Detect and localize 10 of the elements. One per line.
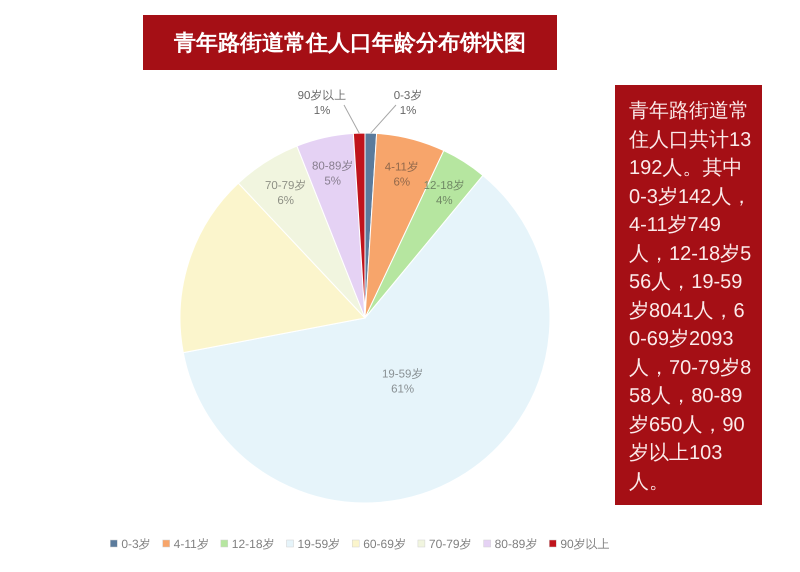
legend-label: 70-79岁 <box>428 537 472 551</box>
legend-label: 60-69岁 <box>363 537 406 551</box>
legend-label: 90岁以上 <box>560 537 610 551</box>
legend-label: 80-89岁 <box>494 537 538 551</box>
annotation: 青年路街道常住人口共计13192人。其中0-3岁142人，4-11岁749人，12-18岁556人，19-59岁8041人，60-69岁2093人，70-79岁858人，80-89岁650人，90岁以上103人。 <box>615 85 762 505</box>
legend-label: 4-11岁 <box>174 537 209 551</box>
legend-label: 12-18岁 <box>232 537 274 551</box>
title: 青年路街道常住人口年龄分布饼状图 <box>174 30 526 55</box>
legend-label: 19-59岁 <box>298 537 340 551</box>
legend-label: 0-3岁 <box>121 537 151 551</box>
